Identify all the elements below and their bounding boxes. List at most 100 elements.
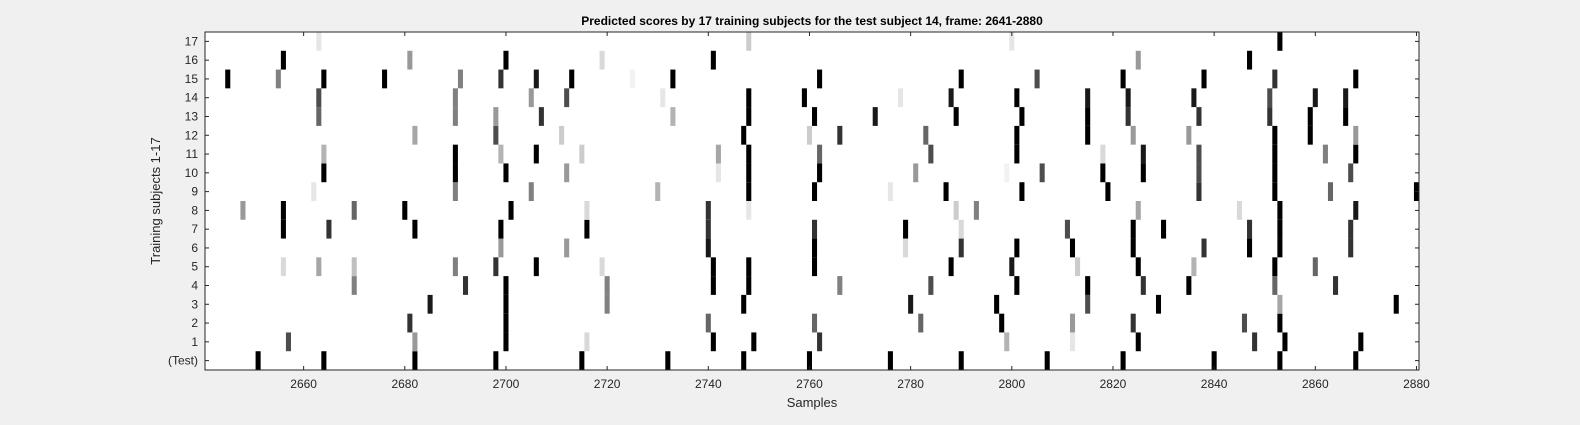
score-cell [973,201,979,220]
y-tick-label: 6 [191,241,198,255]
score-cell [913,163,919,183]
score-cell [1277,32,1283,51]
score-cell [604,294,610,314]
score-cell [503,50,509,70]
score-cell [746,88,752,108]
score-cell [1085,276,1091,295]
score-cell [837,125,843,145]
score-cell [311,182,317,201]
score-cell [255,351,261,370]
score-cell [1009,32,1015,51]
score-marks [225,32,1419,370]
score-cell [1272,69,1278,89]
score-cell [1034,69,1040,89]
score-cell [503,294,509,314]
score-cell [1312,257,1318,277]
score-cell [493,351,499,370]
score-cell [1075,257,1081,277]
score-cell [1312,88,1318,108]
y-tick-label: 12 [185,128,199,142]
score-cell [1039,163,1045,183]
score-cell [746,276,752,295]
score-cell [1201,238,1207,258]
score-cell [579,351,585,370]
score-cell [1100,163,1106,183]
score-cell [1140,163,1146,183]
score-cell [715,144,721,164]
score-cell [903,219,909,239]
score-cell [837,276,843,295]
score-cell [1140,276,1146,295]
score-cell [503,313,509,333]
y-tick-label: 9 [191,185,198,199]
score-cell [382,69,388,89]
score-cell [579,144,585,164]
score-cell [710,276,716,295]
score-cell [923,125,929,145]
score-cell [903,238,909,258]
score-cell [1247,219,1253,239]
score-cell [1130,313,1136,333]
x-axis-label: Samples [787,395,838,410]
score-cell [285,332,291,352]
y-tick-label: 17 [185,34,199,48]
score-cell [1252,332,1258,352]
score-cell [498,69,504,89]
score-cell [412,351,418,370]
score-cell [741,351,747,370]
score-cell [660,88,666,108]
score-cell [564,88,570,108]
score-cell [1161,219,1167,239]
score-cell [1307,107,1313,126]
score-cell [1135,201,1141,220]
score-cell [402,201,408,220]
x-tick-label: 2720 [594,377,621,391]
score-cell [887,182,893,201]
score-cell [316,107,322,126]
score-cell [498,238,504,258]
score-cell [1014,88,1020,108]
x-tick-label: 2820 [1100,377,1127,391]
score-cell [958,351,964,370]
x-tick-label: 2760 [796,377,823,391]
score-cell [427,294,433,314]
score-cell [452,163,458,183]
score-cell [1191,257,1197,277]
score-cell [225,69,231,89]
y-tick-label: 5 [191,260,198,274]
score-cell [559,125,565,145]
score-cell [1272,125,1278,145]
score-cell [806,125,812,145]
score-cell [351,276,357,295]
score-cell [240,201,246,220]
score-cell [1247,50,1253,70]
score-cell [1140,144,1146,164]
score-cell [452,144,458,164]
score-cell [1333,276,1339,295]
score-cell [533,257,539,277]
score-cell [812,238,818,258]
score-cell [1277,201,1283,220]
score-cell [948,257,954,277]
score-cell [1277,219,1283,239]
score-cell [538,107,544,126]
score-cell [812,107,818,126]
score-cell [407,50,413,70]
score-cell [316,32,322,51]
score-cell [1353,201,1359,220]
score-cell [498,144,504,164]
score-cell [1085,88,1091,108]
x-tick-label: 2800 [998,377,1025,391]
y-tick-label: 2 [191,316,198,330]
score-cell [1353,351,1359,370]
score-cell [1353,125,1359,145]
y-tick-label: 7 [191,222,198,236]
score-cell [1069,238,1076,258]
score-cell [746,32,752,51]
score-cell [887,351,893,370]
score-cell [629,69,635,89]
score-cell [1348,238,1354,258]
x-tick-label: 2780 [897,377,924,391]
